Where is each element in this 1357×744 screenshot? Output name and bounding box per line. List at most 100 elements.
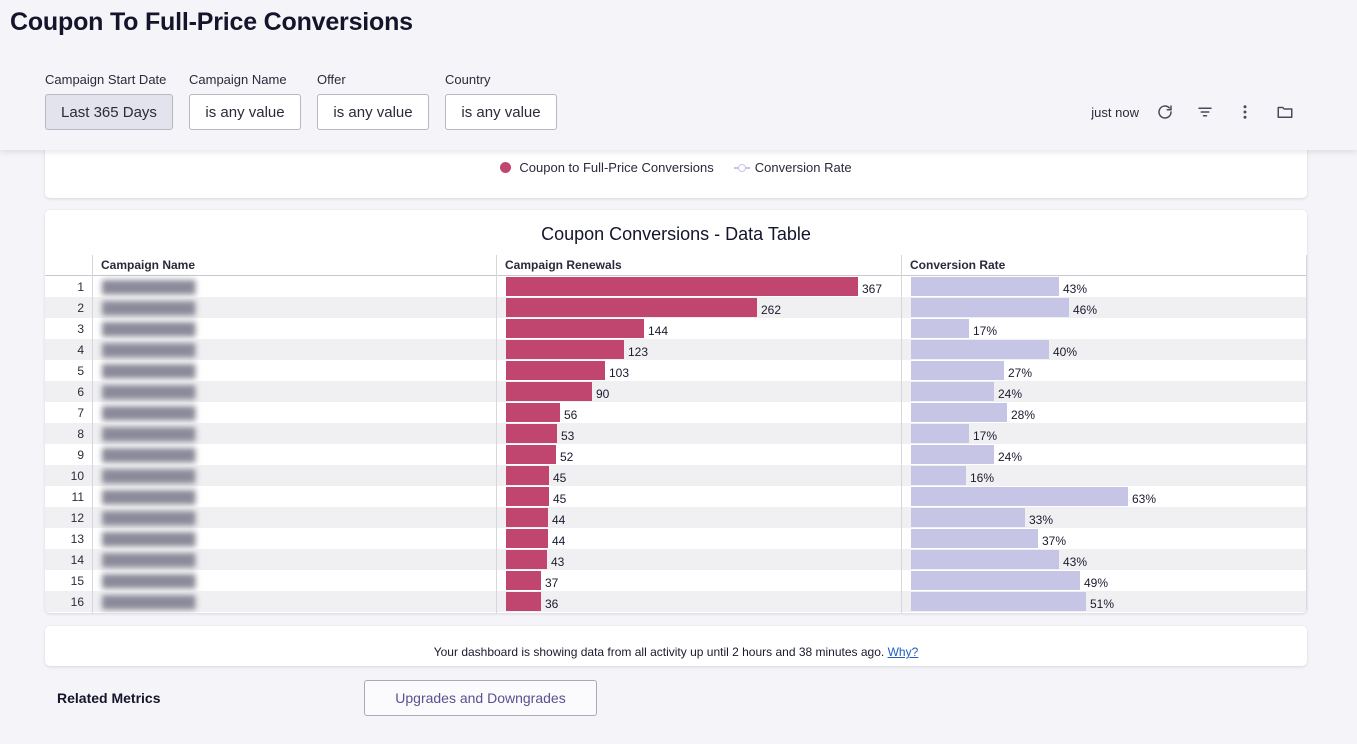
renewals-value: 37 xyxy=(545,576,559,590)
notice-text: Your dashboard is showing data from all … xyxy=(433,645,885,659)
legend-item-conversions[interactable]: Coupon to Full-Price Conversions xyxy=(500,160,714,175)
table-row[interactable]: 10 ███████████ 45 16% xyxy=(45,465,1307,486)
row-number: 9 xyxy=(77,448,84,462)
folder-icon[interactable] xyxy=(1273,100,1297,124)
renewals-value: 103 xyxy=(609,366,630,380)
renewals-bar xyxy=(506,508,548,527)
renewals-bar xyxy=(506,382,592,401)
notice-text-wrap: Your dashboard is showing data from all … xyxy=(45,645,1307,659)
conversion-rate-value: 17% xyxy=(973,324,998,338)
renewals-value: 90 xyxy=(596,387,610,401)
table-row[interactable]: 1 ███████████ 367 43% xyxy=(45,276,1307,297)
dashboard-header: Coupon To Full-Price Conversions Campaig… xyxy=(0,0,1357,150)
table-row[interactable]: 8 ███████████ 53 17% xyxy=(45,423,1307,444)
why-link[interactable]: Why? xyxy=(887,645,919,659)
country-button[interactable]: is any value xyxy=(445,94,557,130)
table-row[interactable]: 4 ███████████ 123 40% xyxy=(45,339,1307,360)
chart-legend: Coupon to Full-Price Conversions Convers… xyxy=(45,160,1307,175)
campaign-name-redacted: ███████████ xyxy=(102,595,196,609)
conversion-rate-value: 33% xyxy=(1029,513,1054,527)
conversion-rate-bar xyxy=(911,445,994,464)
conversion-rate-bar xyxy=(911,466,966,485)
upgrades-downgrades-button[interactable]: Upgrades and Downgrades xyxy=(364,680,597,716)
table-row[interactable]: 16 ███████████ 36 51% xyxy=(45,591,1307,612)
conversion-rate-bar xyxy=(911,571,1080,590)
filter-campaign-name: Campaign Name is any value xyxy=(189,72,301,130)
conversion-rate-bar xyxy=(911,382,994,401)
column-divider xyxy=(1306,255,1307,613)
conversion-rate-value: 46% xyxy=(1073,303,1098,317)
row-number: 6 xyxy=(77,385,84,399)
campaign-name-button[interactable]: is any value xyxy=(189,94,301,130)
last-updated: just now xyxy=(1091,104,1139,120)
conversion-rate-value: 49% xyxy=(1084,576,1109,590)
table-row[interactable]: 14 ███████████ 43 43% xyxy=(45,549,1307,570)
campaign-name-redacted: ███████████ xyxy=(102,553,196,567)
table-row[interactable]: 2 ███████████ 262 46% xyxy=(45,297,1307,318)
column-header-conversion-rate[interactable]: Conversion Rate xyxy=(910,258,1006,272)
column-divider xyxy=(496,255,497,613)
row-number: 8 xyxy=(77,427,84,441)
campaign-name-redacted: ███████████ xyxy=(102,322,196,336)
conversion-rate-bar xyxy=(911,487,1128,506)
campaign-start-date-button[interactable]: Last 365 Days xyxy=(45,94,173,130)
row-number: 11 xyxy=(71,490,84,504)
table-row[interactable]: 5 ███████████ 103 27% xyxy=(45,360,1307,381)
filter-icon[interactable] xyxy=(1193,100,1217,124)
campaign-name-redacted: ███████████ xyxy=(102,301,196,315)
campaign-name-redacted: ███████████ xyxy=(102,448,196,462)
filter-country: Country is any value xyxy=(445,72,557,130)
row-number: 12 xyxy=(70,511,84,525)
offer-button[interactable]: is any value xyxy=(317,94,429,130)
conversion-rate-bar xyxy=(911,403,1007,422)
renewals-value: 52 xyxy=(560,450,574,464)
table-header: Campaign Name Campaign Renewals Conversi… xyxy=(45,255,1307,276)
more-vertical-icon[interactable] xyxy=(1233,100,1257,124)
renewals-value: 53 xyxy=(561,429,575,443)
column-header-campaign-name[interactable]: Campaign Name xyxy=(101,258,196,272)
conversion-rate-bar xyxy=(911,277,1059,296)
renewals-bar xyxy=(506,529,548,548)
column-header-campaign-renewals[interactable]: Campaign Renewals xyxy=(505,258,622,272)
table-row[interactable]: 11 ███████████ 45 63% xyxy=(45,486,1307,507)
table-body: 1 ███████████ 367 43% 2 ███████████ 262 46% 3 ███… xyxy=(45,276,1307,612)
conversion-rate-bar xyxy=(911,592,1086,611)
table-row[interactable]: 12 ███████████ 44 33% xyxy=(45,507,1307,528)
table-row[interactable]: 7 ███████████ 56 28% xyxy=(45,402,1307,423)
renewals-bar xyxy=(506,571,541,590)
table-row[interactable]: 15 ███████████ 37 49% xyxy=(45,570,1307,591)
renewals-bar xyxy=(506,592,541,611)
conversion-rate-bar xyxy=(911,550,1059,569)
refresh-icon[interactable] xyxy=(1153,100,1177,124)
renewals-bar xyxy=(506,403,560,422)
legend-label: Conversion Rate xyxy=(754,160,852,175)
table-row[interactable]: 6 ███████████ 90 24% xyxy=(45,381,1307,402)
campaign-name-redacted: ███████████ xyxy=(102,574,196,588)
conversion-rate-value: 63% xyxy=(1132,492,1157,506)
row-number: 4 xyxy=(77,343,84,357)
table-row[interactable]: 9 ███████████ 52 24% xyxy=(45,444,1307,465)
renewals-bar xyxy=(506,319,644,338)
row-number: 7 xyxy=(77,406,84,420)
campaign-name-redacted: ███████████ xyxy=(102,406,196,420)
filter-label: Offer xyxy=(317,72,346,87)
dashboard-tools: just now xyxy=(1091,100,1297,124)
campaign-name-redacted: ███████████ xyxy=(102,343,196,357)
conversion-rate-value: 28% xyxy=(1011,408,1036,422)
renewals-value: 262 xyxy=(761,303,782,317)
row-number: 5 xyxy=(77,364,84,378)
conversion-rate-value: 43% xyxy=(1063,555,1088,569)
table-row[interactable]: 13 ███████████ 44 37% xyxy=(45,528,1307,549)
conversion-rate-value: 16% xyxy=(970,471,995,485)
row-number: 1 xyxy=(77,280,84,294)
renewals-bar xyxy=(506,550,547,569)
renewals-value: 43 xyxy=(551,555,565,569)
renewals-bar xyxy=(506,340,624,359)
legend-item-conversion-rate[interactable]: Conversion Rate xyxy=(733,160,852,175)
related-metrics-label: Related Metrics xyxy=(57,690,161,706)
renewals-bar xyxy=(506,424,557,443)
conversion-rate-bar xyxy=(911,319,969,338)
table-row[interactable]: 3 ███████████ 144 17% xyxy=(45,318,1307,339)
conversion-rate-value: 37% xyxy=(1042,534,1067,548)
conversion-rate-value: 27% xyxy=(1008,366,1033,380)
